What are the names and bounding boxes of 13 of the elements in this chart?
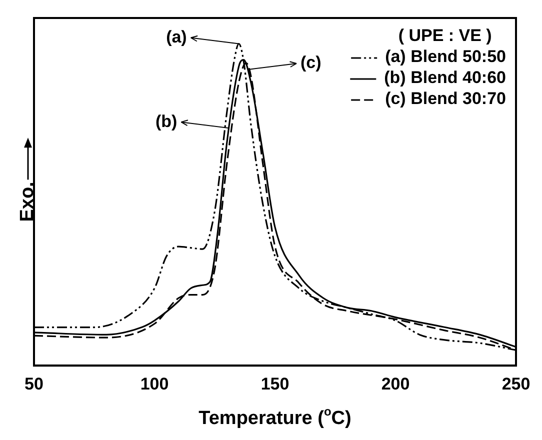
- legend-label: (a) Blend 50:50: [385, 47, 506, 66]
- x-tick-label: 50: [24, 374, 44, 394]
- y-axis-title: Exo.: [17, 182, 38, 222]
- legend-label: (b) Blend 40:60: [384, 68, 506, 88]
- annotation: (a): [166, 27, 187, 46]
- annotation: (b): [155, 112, 178, 131]
- annotation: (c): [300, 53, 322, 72]
- x-tick-label: 150: [260, 374, 290, 394]
- legend-title: ( UPE : VE ): [398, 26, 492, 46]
- x-tick-label: 100: [140, 374, 169, 394]
- legend-label: (c) Blend 30:70: [385, 89, 506, 108]
- x-tick-label: 250: [502, 374, 530, 394]
- x-tick-label: 200: [381, 374, 410, 394]
